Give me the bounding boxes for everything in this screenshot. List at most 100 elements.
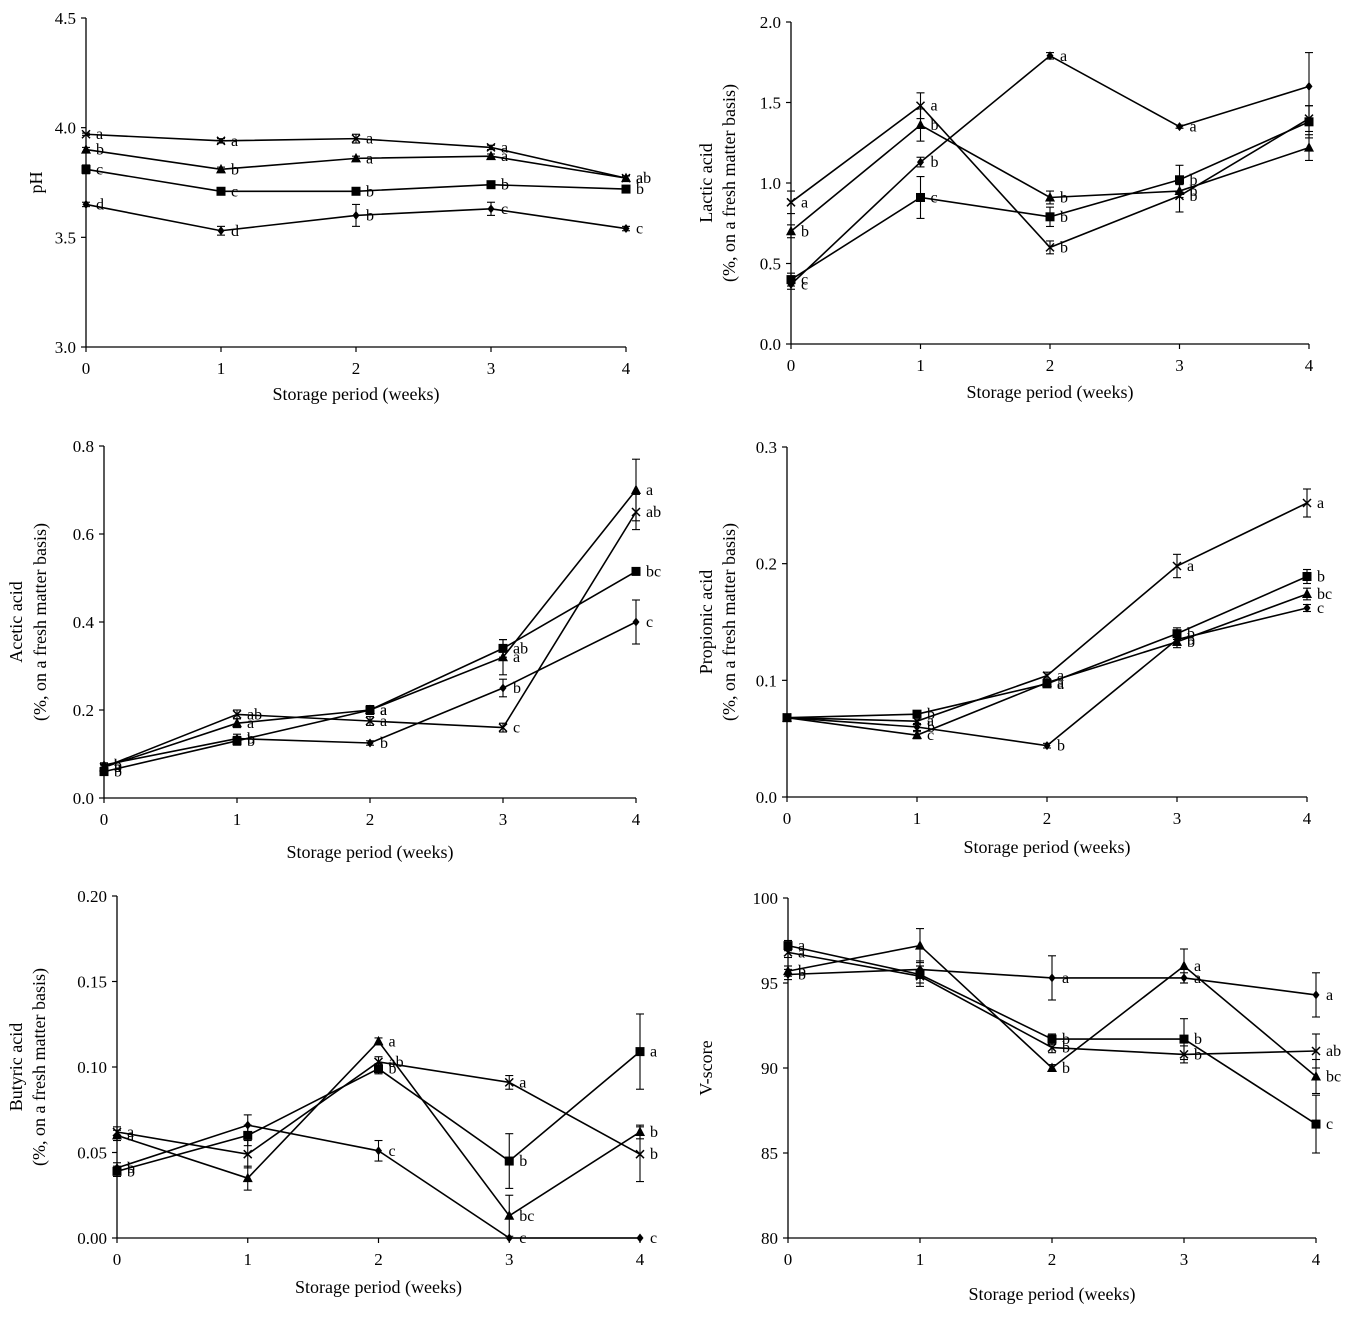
significance-label: b (389, 1061, 397, 1078)
data-point-x (635, 1149, 645, 1159)
significance-label: b (1062, 1031, 1070, 1048)
significance-label: a (519, 1074, 526, 1091)
data-point-x (243, 1149, 253, 1159)
y-tick-label: 0.00 (77, 1229, 107, 1248)
significance-label: a (231, 133, 238, 150)
y-tick-label: 4.0 (55, 119, 76, 138)
significance-label: a (380, 702, 387, 719)
data-point-x (631, 507, 641, 517)
significance-label: a (247, 715, 254, 732)
y-tick-label: 0.0 (73, 789, 94, 808)
series-diamond: b b b b c (100, 599, 653, 774)
significance-label: bc (519, 1208, 534, 1225)
series-x: ab b ab (783, 944, 1341, 1069)
significance-label: b (96, 142, 104, 159)
data-point-x (112, 1127, 122, 1137)
significance-label: a (931, 98, 938, 115)
significance-label: ab (646, 504, 661, 521)
significance-label: a (801, 194, 808, 211)
data-point-diamond (913, 722, 921, 732)
data-point-triangle (486, 150, 496, 161)
data-point-square (486, 180, 496, 190)
data-point-diamond (1180, 973, 1188, 983)
significance-label: b (1057, 738, 1065, 755)
significance-label: b (650, 1124, 658, 1141)
data-point-triangle (1304, 142, 1314, 152)
significance-label: a (96, 126, 103, 143)
significance-label: b (231, 161, 239, 178)
y-axis-subtitle: (%, on a fresh matter basis) (719, 523, 740, 721)
data-point-square (635, 1047, 645, 1057)
data-point-square (99, 767, 109, 777)
y-tick-label: 1.5 (760, 94, 781, 113)
x-tick-label: 3 (1180, 1250, 1189, 1269)
data-point-square (631, 566, 641, 576)
x-tick-label: 2 (374, 1250, 383, 1269)
data-point-diamond (1046, 51, 1054, 61)
significance-label: a (798, 944, 805, 961)
significance-label: ab (389, 1054, 404, 1071)
y-tick-label: 0.05 (77, 1144, 107, 1163)
data-point-diamond (487, 204, 495, 214)
significance-label: a (366, 150, 373, 167)
data-point-square (81, 164, 91, 174)
significance-label: bc (1326, 1069, 1341, 1086)
data-point-diamond (1043, 741, 1051, 751)
significance-label: b (1062, 1040, 1070, 1057)
data-point-diamond (82, 199, 90, 209)
significance-label: a (1187, 558, 1194, 575)
significance-label: b (1317, 569, 1325, 586)
x-tick-label: 2 (1043, 809, 1052, 828)
data-point-square (783, 941, 793, 951)
y-tick-label: 0.1 (756, 671, 777, 690)
data-point-square (1179, 1034, 1189, 1044)
significance-label: b (247, 733, 255, 750)
data-point-diamond (1176, 122, 1183, 132)
data-point-x (1302, 498, 1312, 508)
data-point-square (504, 1156, 514, 1166)
significance-label: a (380, 702, 387, 719)
x-tick-label: 3 (1173, 809, 1182, 828)
data-point-square (786, 275, 796, 285)
data-point-square (1304, 117, 1314, 127)
data-point-diamond (352, 210, 360, 220)
significance-label: b (1194, 1046, 1202, 1063)
x-tick-label: 3 (499, 810, 508, 829)
data-point-square (1045, 212, 1055, 222)
x-tick-label: 0 (787, 356, 796, 375)
data-point-square (916, 192, 925, 202)
significance-label: a (1062, 970, 1069, 987)
significance-label: bc (646, 563, 661, 580)
significance-label: b (636, 181, 644, 198)
significance-label: a (366, 131, 373, 148)
x-tick-label: 1 (913, 809, 922, 828)
y-tick-label: 0.2 (73, 701, 94, 720)
series-square: cc b b b (81, 161, 644, 200)
significance-label: a (1317, 495, 1324, 512)
significance-label: b (1187, 632, 1195, 649)
significance-label: a (798, 938, 805, 955)
data-point-x (783, 947, 793, 957)
significance-label: b (1060, 239, 1068, 256)
data-point-diamond (505, 1233, 513, 1243)
data-point-diamond (217, 226, 225, 236)
x-axis-title: Storage period (weeks) (273, 384, 440, 405)
y-axis-subtitle: (%, on a fresh matter basis) (719, 84, 740, 282)
significance-label: a (1194, 970, 1201, 987)
x-tick-label: 2 (1046, 356, 1055, 375)
y-tick-label: 80 (761, 1229, 778, 1248)
data-point-square (351, 186, 361, 196)
x-tick-label: 4 (622, 359, 631, 378)
data-point-triangle (1045, 191, 1055, 202)
significance-label: b (650, 1146, 658, 1163)
significance-label: b (1060, 189, 1068, 206)
data-point-triangle (621, 172, 631, 183)
data-point-diamond (1303, 603, 1311, 613)
significance-label: b (1187, 626, 1195, 643)
data-point-x (498, 723, 508, 733)
data-point-triangle (232, 717, 242, 728)
